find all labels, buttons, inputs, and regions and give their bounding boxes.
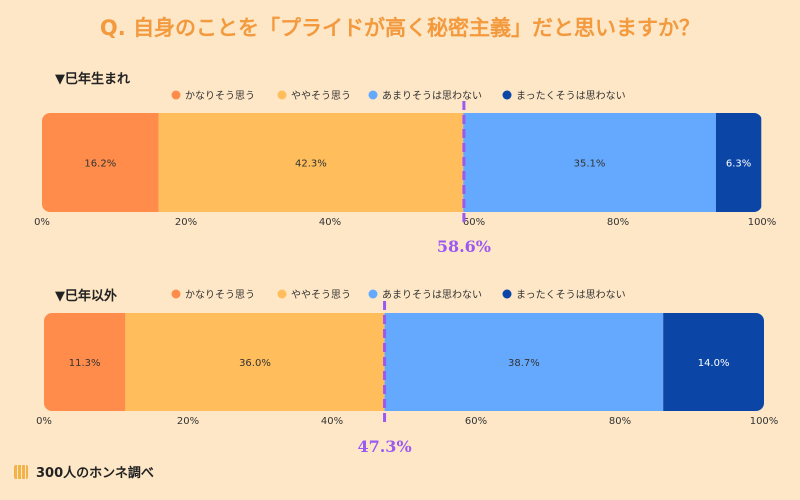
legend-swatch xyxy=(502,289,512,299)
legend-label: ややそう思う xyxy=(291,90,351,102)
legend-swatch xyxy=(368,289,378,299)
tick-label: 100% xyxy=(748,217,777,228)
tick-label: 20% xyxy=(177,416,199,427)
legend-label: かなりそう思う xyxy=(185,289,255,301)
legend-swatch xyxy=(277,90,287,100)
data-label: 35.1% xyxy=(574,159,606,170)
data-label: 42.3% xyxy=(295,159,327,170)
bar-segment xyxy=(125,313,385,411)
bar-segment xyxy=(715,113,762,212)
tick-label: 0% xyxy=(34,217,50,228)
footer: 300人のホンネ調べ xyxy=(14,462,154,481)
legend-label: あまりそうは思わない xyxy=(382,90,482,102)
survey-logo-icon xyxy=(14,464,28,479)
legend-label: あまりそうは思わない xyxy=(382,289,482,301)
tick-label: 80% xyxy=(609,416,631,427)
legend-swatch xyxy=(502,90,512,100)
bar-segment xyxy=(42,113,159,212)
legend-swatch xyxy=(171,289,181,299)
tick-label: 100% xyxy=(750,416,779,427)
legend-label: まったくそうは思わない xyxy=(516,289,626,301)
data-label: 36.0% xyxy=(239,358,271,369)
marker-label: 47.3% xyxy=(357,437,411,456)
tick-label: 0% xyxy=(36,416,52,427)
legend-swatch xyxy=(171,90,181,100)
legend-swatch xyxy=(368,90,378,100)
tick-label: 20% xyxy=(175,217,197,228)
data-label: 14.0% xyxy=(698,358,730,369)
legend-label: まったくそうは思わない xyxy=(516,90,626,102)
legend-swatch xyxy=(277,289,287,299)
marker-label: 58.6% xyxy=(437,237,491,256)
tick-label: 40% xyxy=(321,416,343,427)
data-label: 16.2% xyxy=(84,159,116,170)
data-label: 11.3% xyxy=(69,358,101,369)
data-label: 38.7% xyxy=(508,358,540,369)
data-label: 6.3% xyxy=(726,159,751,170)
bar-segment xyxy=(463,113,716,212)
tick-label: 80% xyxy=(607,217,629,228)
panel-title: ▼巳年生まれ xyxy=(55,71,130,87)
bar-segment xyxy=(44,313,126,411)
bar-segment xyxy=(384,313,664,411)
legend-label: かなりそう思う xyxy=(185,90,255,102)
tick-label: 60% xyxy=(463,217,485,228)
bar-segment xyxy=(158,113,464,212)
bar-segment xyxy=(663,313,764,411)
tick-label: 60% xyxy=(465,416,487,427)
legend-label: ややそう思う xyxy=(291,289,351,301)
footer-text: 300人のホンネ調べ xyxy=(36,466,154,481)
chart-title: Q. 自身のことを「プライドが高く秘密主義」だと思いますか？ xyxy=(99,16,701,40)
panel-title: ▼巳年以外 xyxy=(55,288,117,304)
tick-label: 40% xyxy=(319,217,341,228)
